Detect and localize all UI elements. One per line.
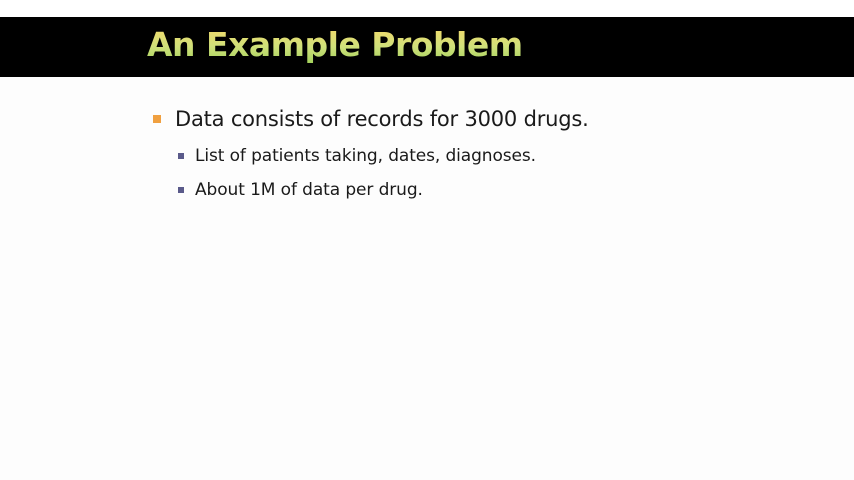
- bullet-text: Data consists of records for 3000 drugs.: [175, 107, 589, 131]
- square-bullet-icon: [178, 153, 184, 159]
- sub-bullet-item: About 1M of data per drug.: [178, 175, 423, 205]
- top-margin: [0, 0, 854, 17]
- square-bullet-icon: [153, 115, 161, 123]
- slide-content: [0, 77, 854, 480]
- sub-bullet-item: List of patients taking, dates, diagnose…: [178, 141, 536, 171]
- bullet-item: Data consists of records for 3000 drugs.: [153, 101, 589, 137]
- slide-title: An Example Problem: [147, 25, 523, 64]
- title-bar: An Example Problem: [0, 17, 854, 77]
- sub-bullet-text: About 1M of data per drug.: [195, 180, 423, 200]
- sub-bullet-text: List of patients taking, dates, diagnose…: [195, 146, 536, 166]
- square-bullet-icon: [178, 187, 184, 193]
